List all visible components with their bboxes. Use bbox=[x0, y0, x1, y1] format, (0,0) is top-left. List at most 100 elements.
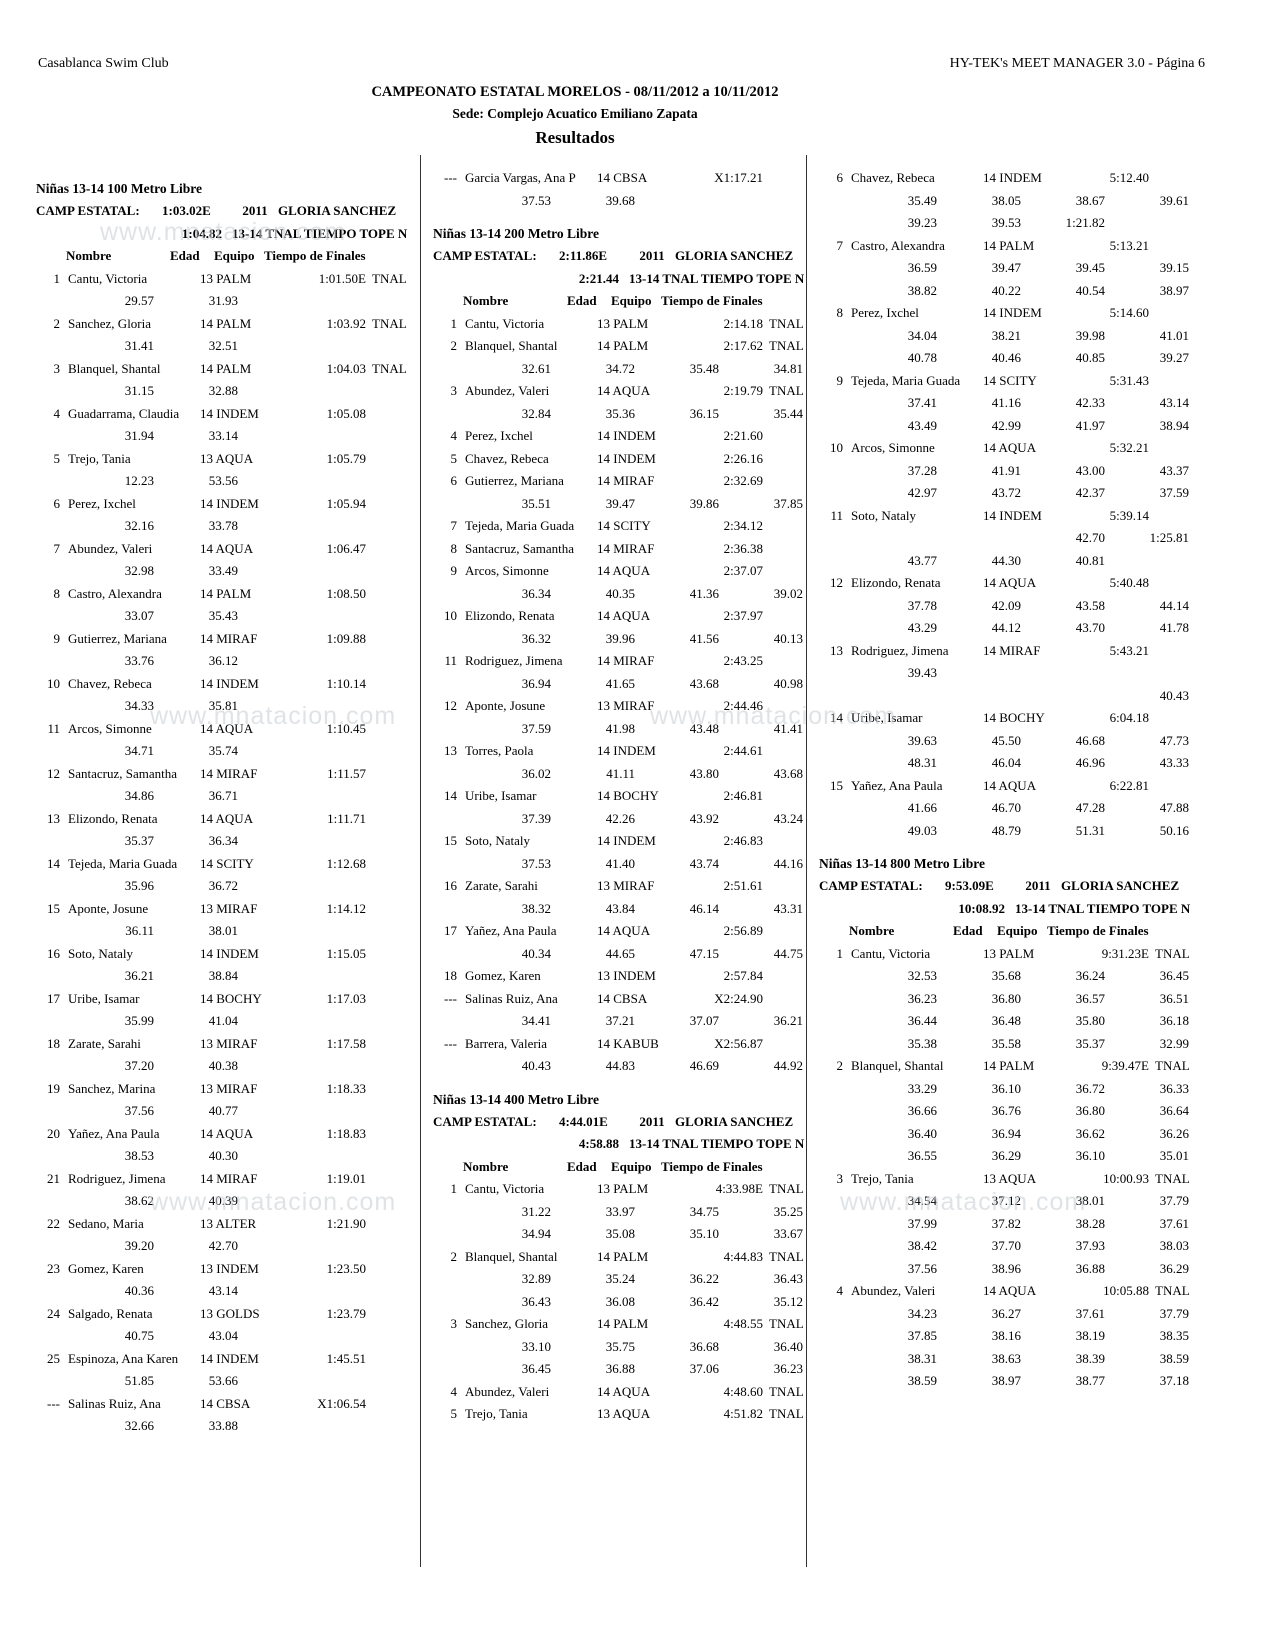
finals-time: 9:39.47E bbox=[1101, 1058, 1149, 1073]
age-team: 14 PALM bbox=[597, 338, 649, 353]
split-time: 35.44 bbox=[773, 405, 803, 421]
qualifier: TNAL bbox=[1155, 1058, 1190, 1073]
split-time: 37.79 bbox=[1159, 1305, 1189, 1321]
qualifier: TNAL bbox=[372, 270, 407, 286]
split-time: 36.29 bbox=[1159, 1260, 1189, 1276]
record-year: 2011 bbox=[1025, 878, 1051, 893]
split-time: 36.45 bbox=[521, 1361, 551, 1376]
result-row: 1 Cantu, Victoria 13 PALM 4:33.98E TNAL bbox=[433, 1178, 806, 1201]
split-time: 36.43 bbox=[773, 1271, 803, 1286]
split-time: 32.88 bbox=[208, 383, 238, 398]
qualifier bbox=[366, 856, 372, 871]
result-row: 17 Uribe, Isamar 14 BOCHY 1:17.03 bbox=[36, 988, 420, 1011]
splits-row: 36.40 36.94 36.62 36.26 bbox=[819, 1123, 1192, 1146]
split-time: 44.16 bbox=[773, 855, 803, 871]
result-row: 4 Abundez, Valeri 14 AQUA 10:05.88 TNAL bbox=[819, 1280, 1192, 1303]
place: 15 bbox=[830, 777, 843, 793]
record-label: CAMP ESTATAL: bbox=[36, 203, 140, 218]
split-time: 47.28 bbox=[1075, 800, 1105, 815]
event-title: Niñas 13-14 400 Metro Libre bbox=[433, 1091, 599, 1107]
result-row: 10 Arcos, Simonne 14 AQUA 5:32.21 bbox=[819, 437, 1192, 460]
age-team: 14 PALM bbox=[200, 315, 252, 331]
split-time: 38.05 bbox=[991, 192, 1021, 208]
split-time: 33.67 bbox=[773, 1226, 803, 1241]
finals-time: 5:12.40 bbox=[1109, 170, 1149, 185]
age-team: 14 MIRAF bbox=[983, 642, 1041, 658]
place: 12 bbox=[830, 575, 843, 590]
result-row: 4 Guadarrama, Claudia 14 INDEM 1:05.08 bbox=[36, 403, 420, 426]
splits-row: 43.77 44.30 40.81 bbox=[819, 550, 1192, 573]
qualifier bbox=[366, 901, 372, 916]
split-time: 41.97 bbox=[1075, 417, 1105, 433]
age-team: 14 AQUA bbox=[597, 1383, 651, 1399]
age-team: 13 INDEM bbox=[200, 1260, 259, 1276]
splits-row: 29.57 31.93 bbox=[36, 290, 420, 313]
splits-row: 32.89 35.24 36.22 36.43 bbox=[433, 1268, 806, 1291]
finals-time: 6:22.81 bbox=[1109, 777, 1149, 793]
split-time: 41.36 bbox=[689, 585, 719, 601]
splits-row: 37.56 40.77 bbox=[36, 1100, 420, 1123]
split-time: 41.41 bbox=[773, 720, 803, 736]
result-row: 3 Blanquel, Shantal 14 PALM 1:04.03 TNAL bbox=[36, 358, 420, 381]
split-time: 37.59 bbox=[521, 720, 551, 736]
age-team: 14 INDEM bbox=[597, 450, 656, 466]
result-row: 14 Uribe, Isamar 14 BOCHY 2:46.81 bbox=[433, 785, 806, 808]
splits-row: 35.49 38.05 38.67 39.61 bbox=[819, 190, 1192, 213]
result-row: 8 Castro, Alexandra 14 PALM 1:08.50 bbox=[36, 583, 420, 606]
splits-row: 39.63 45.50 46.68 47.73 bbox=[819, 730, 1192, 753]
place: 17 bbox=[444, 923, 457, 938]
finals-time: 1:05.94 bbox=[326, 495, 366, 511]
finals-time: 1:12.68 bbox=[326, 855, 366, 871]
splits-row: 39.20 42.70 bbox=[36, 1235, 420, 1258]
split-time: 35.24 bbox=[605, 1271, 635, 1286]
swimmer-name: Blanquel, Shantal bbox=[465, 338, 558, 353]
swimmer-name: Aponte, Josune bbox=[465, 698, 546, 713]
split-time: 1:25.81 bbox=[1149, 530, 1189, 545]
split-time: 39.20 bbox=[124, 1238, 154, 1253]
split-time: 33.10 bbox=[521, 1338, 551, 1354]
split-time: 33.97 bbox=[605, 1203, 635, 1219]
swimmer-name: Salinas Ruiz, Ana bbox=[465, 990, 558, 1006]
split-time: 41.04 bbox=[208, 1013, 238, 1028]
swimmer-name: Cantu, Victoria bbox=[68, 270, 148, 286]
result-row: 13 Rodriguez, Jimena 14 MIRAF 5:43.21 bbox=[819, 640, 1192, 663]
split-time: 35.10 bbox=[689, 1226, 719, 1241]
swimmer-name: Soto, Nataly bbox=[465, 833, 530, 848]
age-team: 14 INDEM bbox=[597, 833, 656, 848]
split-time: 37.85 bbox=[773, 495, 803, 511]
split-time: 42.99 bbox=[991, 417, 1021, 433]
finals-time: 1:11.57 bbox=[327, 765, 366, 781]
split-time: 40.78 bbox=[907, 350, 937, 365]
place: 10 bbox=[47, 675, 60, 691]
qualifier bbox=[763, 1036, 769, 1051]
split-time: 37.53 bbox=[521, 192, 551, 208]
finals-time: 1:18.33 bbox=[326, 1080, 366, 1096]
split-time: 36.68 bbox=[689, 1338, 719, 1354]
swimmer-name: Sedano, Maria bbox=[68, 1215, 144, 1231]
split-time: 35.38 bbox=[907, 1035, 937, 1051]
finals-time: 4:44.83 bbox=[723, 1248, 763, 1264]
place: 9 bbox=[450, 563, 458, 578]
finals-time: 5:39.14 bbox=[1109, 507, 1149, 523]
split-time: 37.79 bbox=[1159, 1193, 1189, 1208]
swimmer-name: Soto, Nataly bbox=[68, 945, 133, 961]
result-row: 15 Soto, Nataly 14 INDEM 2:46.83 bbox=[433, 830, 806, 853]
place: 2 bbox=[450, 1248, 458, 1264]
split-time: 44.30 bbox=[991, 552, 1021, 568]
splits-row: 36.23 36.80 36.57 36.51 bbox=[819, 988, 1192, 1011]
split-time: 36.62 bbox=[1075, 1125, 1105, 1141]
age-team: 14 AQUA bbox=[983, 777, 1037, 793]
swimmer-name: Castro, Alexandra bbox=[68, 585, 162, 601]
header-name: Nombre bbox=[463, 1158, 509, 1174]
split-time: 35.37 bbox=[124, 833, 154, 848]
split-time: 40.13 bbox=[773, 630, 803, 646]
splits-row: 36.45 36.88 37.06 36.23 bbox=[433, 1358, 806, 1381]
club-name: Casablanca Swim Club bbox=[38, 56, 169, 71]
split-time: 37.85 bbox=[907, 1328, 937, 1343]
place: 13 bbox=[830, 642, 843, 658]
split-time: 34.72 bbox=[605, 360, 635, 376]
split-time: 40.98 bbox=[773, 675, 803, 691]
result-row: 18 Gomez, Karen 13 INDEM 2:57.84 bbox=[433, 965, 806, 988]
header-finals-time: Tiempo de Finales bbox=[1047, 923, 1149, 938]
split-time: 35.01 bbox=[1159, 1148, 1189, 1163]
